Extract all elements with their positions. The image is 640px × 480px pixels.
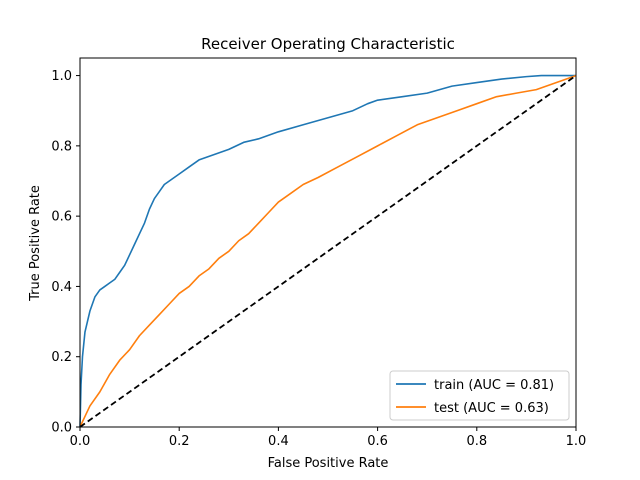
x-tick-label: 0.2 — [169, 434, 190, 449]
x-tick-label: 0.4 — [268, 434, 289, 449]
y-tick-label: 0.0 — [51, 421, 72, 436]
y-tick-label: 0.4 — [51, 280, 72, 295]
series-line-test — [79, 74, 577, 428]
x-tick-label: 0.6 — [367, 434, 388, 449]
legend-label-test: test (AUC = 0.63) — [434, 401, 549, 416]
plot-background — [80, 58, 576, 427]
y-tick-label: 0.6 — [51, 210, 72, 225]
y-tick-label: 0.8 — [51, 139, 72, 154]
y-axis: 0.0 0.2 0.4 0.6 0.8 1.0 — [51, 69, 80, 436]
chart-title: Receiver Operating Characteristic — [201, 35, 455, 53]
x-tick-label: 1.0 — [566, 434, 587, 449]
y-tick-label: 0.2 — [51, 350, 72, 365]
x-axis: 0.0 0.2 0.4 0.6 0.8 1.0 — [70, 427, 587, 449]
chance-line — [79, 74, 577, 428]
y-axis-label: True Positive Rate — [28, 185, 43, 302]
series-line-train — [79, 74, 576, 428]
y-tick-label: 1.0 — [51, 69, 72, 84]
legend: train (AUC = 0.81) test (AUC = 0.63) — [389, 370, 570, 421]
series-layer — [79, 74, 577, 428]
legend-box — [389, 370, 570, 421]
x-tick-label: 0.0 — [70, 434, 91, 449]
x-tick-label: 0.8 — [466, 434, 487, 449]
plot-frame — [79, 57, 577, 428]
legend-label-train: train (AUC = 0.81) — [434, 378, 554, 393]
x-axis-label: False Positive Rate — [268, 456, 389, 471]
